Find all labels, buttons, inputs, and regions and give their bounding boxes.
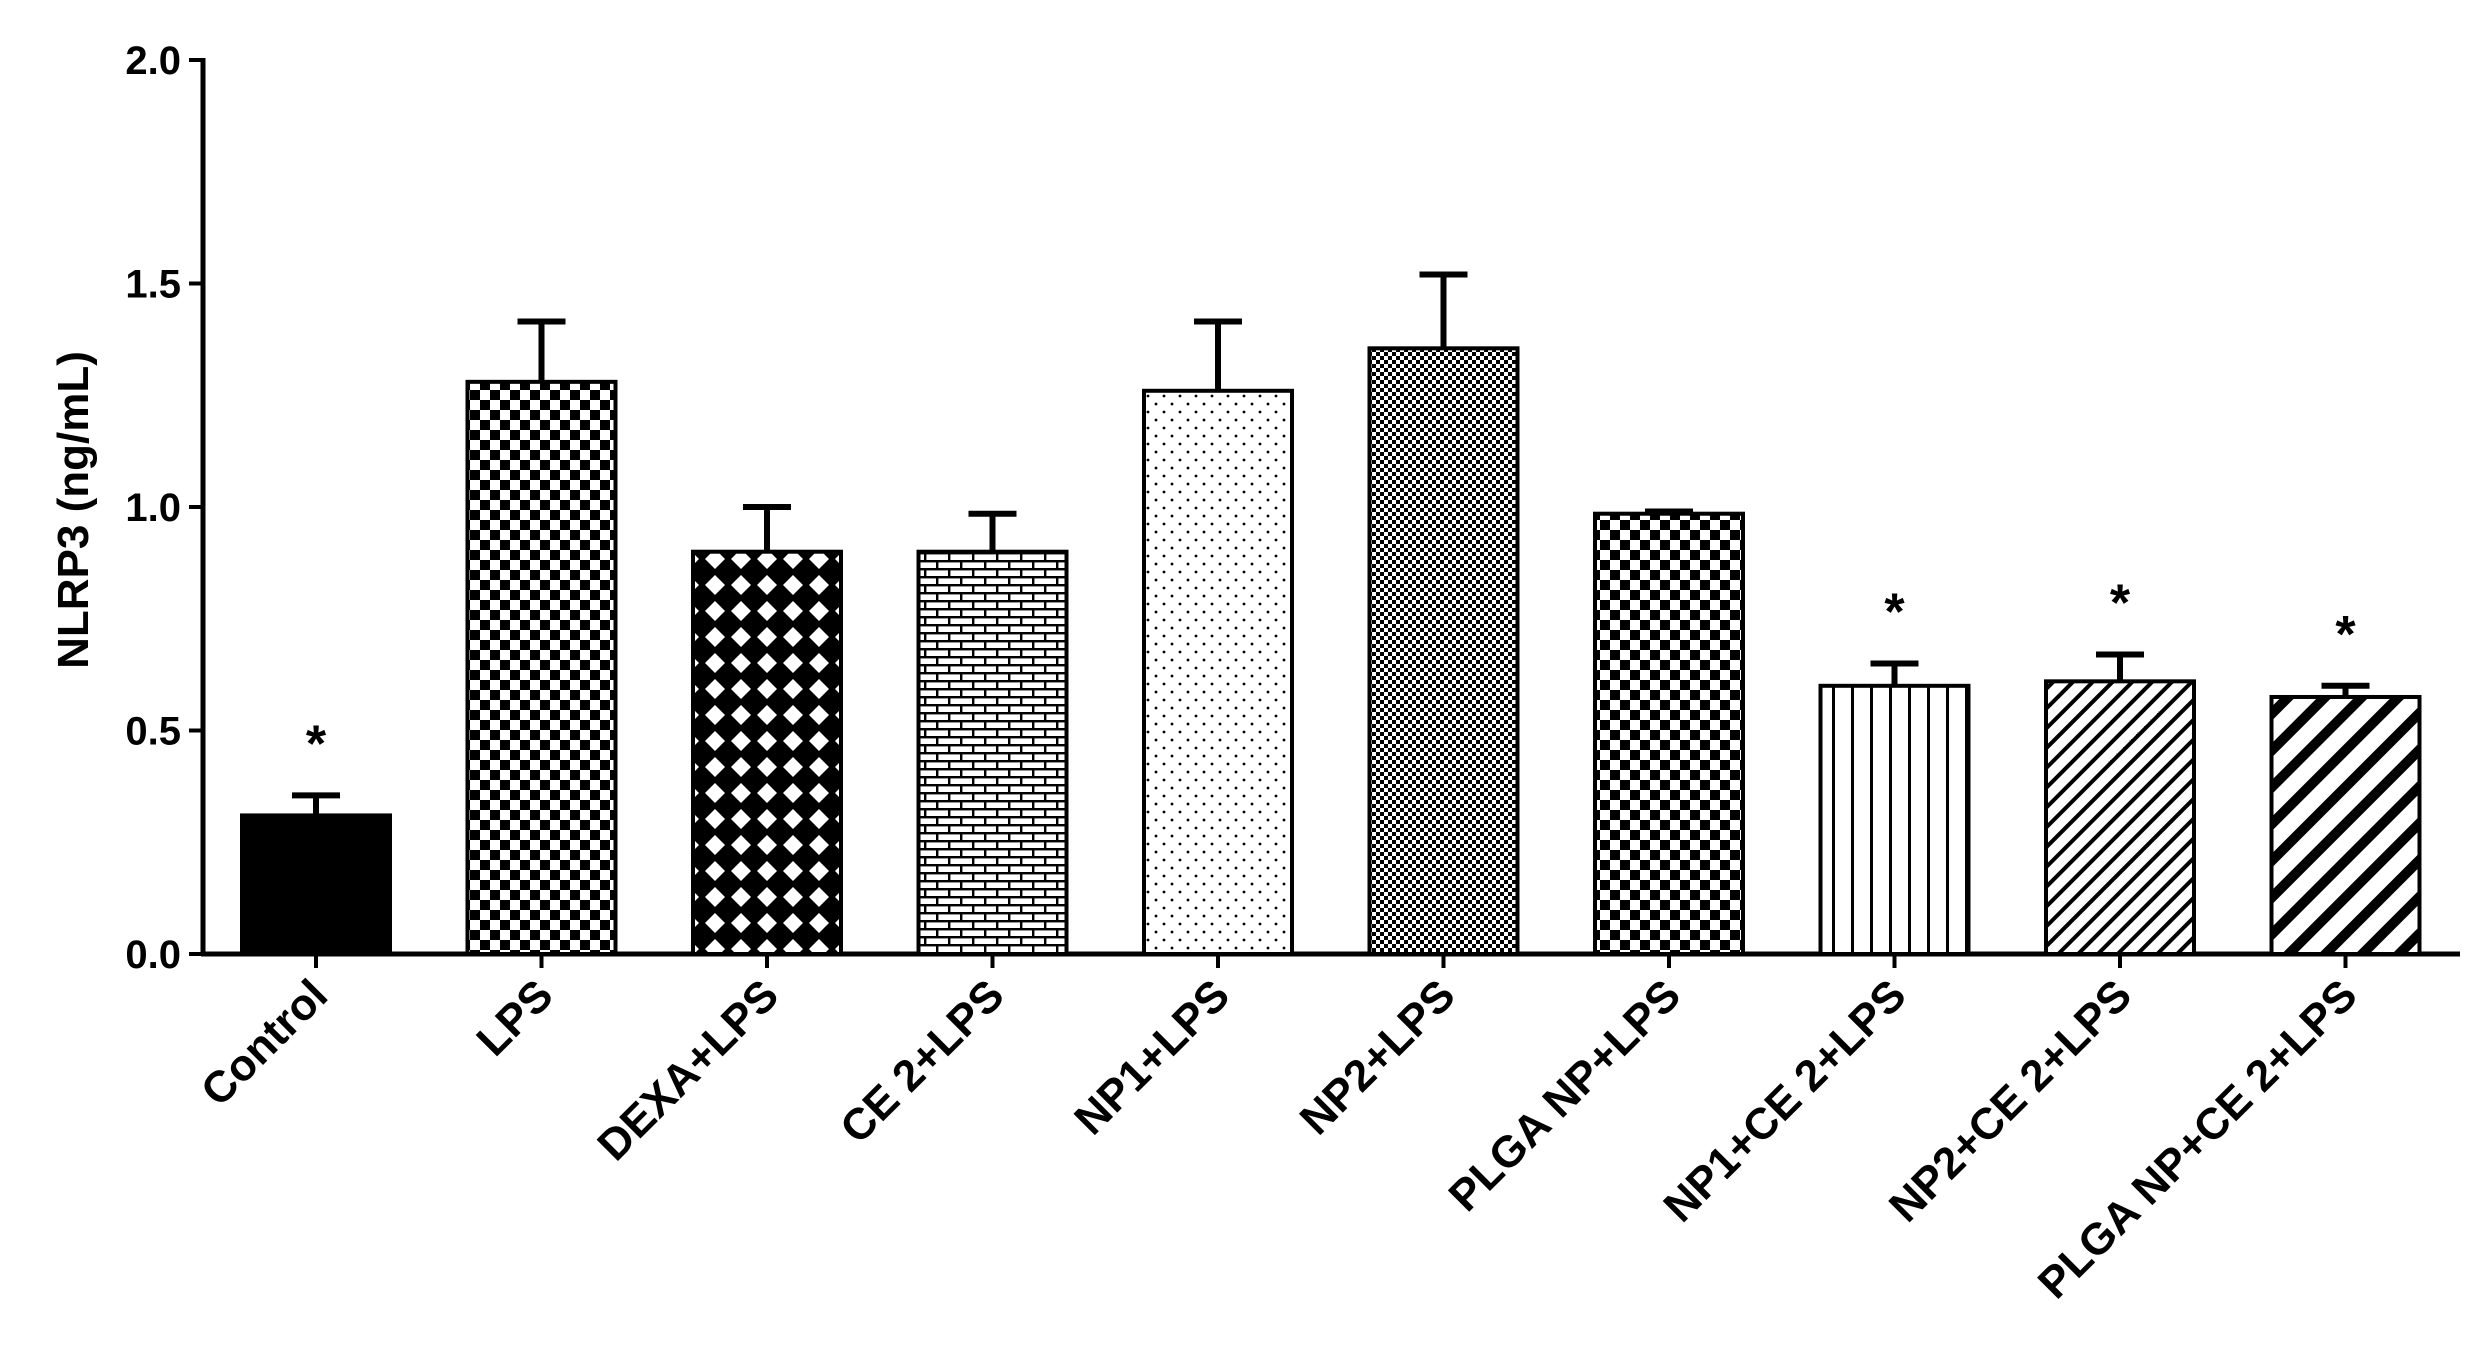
bar xyxy=(691,549,843,956)
y-tick-label: 1.5 xyxy=(125,263,181,307)
significance-marker: * xyxy=(2335,606,2356,664)
x-category-label: DEXA+LPS xyxy=(588,970,788,1170)
x-category-label: Control xyxy=(192,970,337,1115)
significance-marker: * xyxy=(306,715,327,773)
x-category-label: PLGA NP+LPS xyxy=(1440,970,1690,1220)
bar xyxy=(1367,346,1520,956)
x-category-label: CE 2+LPS xyxy=(831,970,1013,1152)
y-tick-label: 0.0 xyxy=(125,933,181,977)
bar xyxy=(2044,679,2196,957)
significance-marker: * xyxy=(2110,575,2131,633)
y-tick-label: 2.0 xyxy=(125,39,181,83)
bar xyxy=(240,813,392,956)
bars xyxy=(240,271,2422,957)
y-tick-label: 1.0 xyxy=(125,486,181,530)
x-category-label: NP2+LPS xyxy=(1291,970,1465,1144)
bar xyxy=(2269,694,2422,956)
bar xyxy=(1142,388,1294,956)
bar xyxy=(465,379,618,956)
x-category-label: NP1+LPS xyxy=(1065,970,1239,1144)
significance-marker: * xyxy=(1884,583,1905,641)
y-axis-title: NLRP3 (ng/mL) xyxy=(49,351,98,669)
x-category-label: LPS xyxy=(467,970,562,1065)
x-category-label: NP2+CE 2+LPS xyxy=(1880,970,2141,1231)
bar xyxy=(1593,511,1745,957)
bar xyxy=(916,549,1069,956)
bar xyxy=(1818,683,1971,956)
x-category-label: NP1+CE 2+LPS xyxy=(1654,970,1915,1231)
y-tick-label: 0.5 xyxy=(125,710,181,754)
